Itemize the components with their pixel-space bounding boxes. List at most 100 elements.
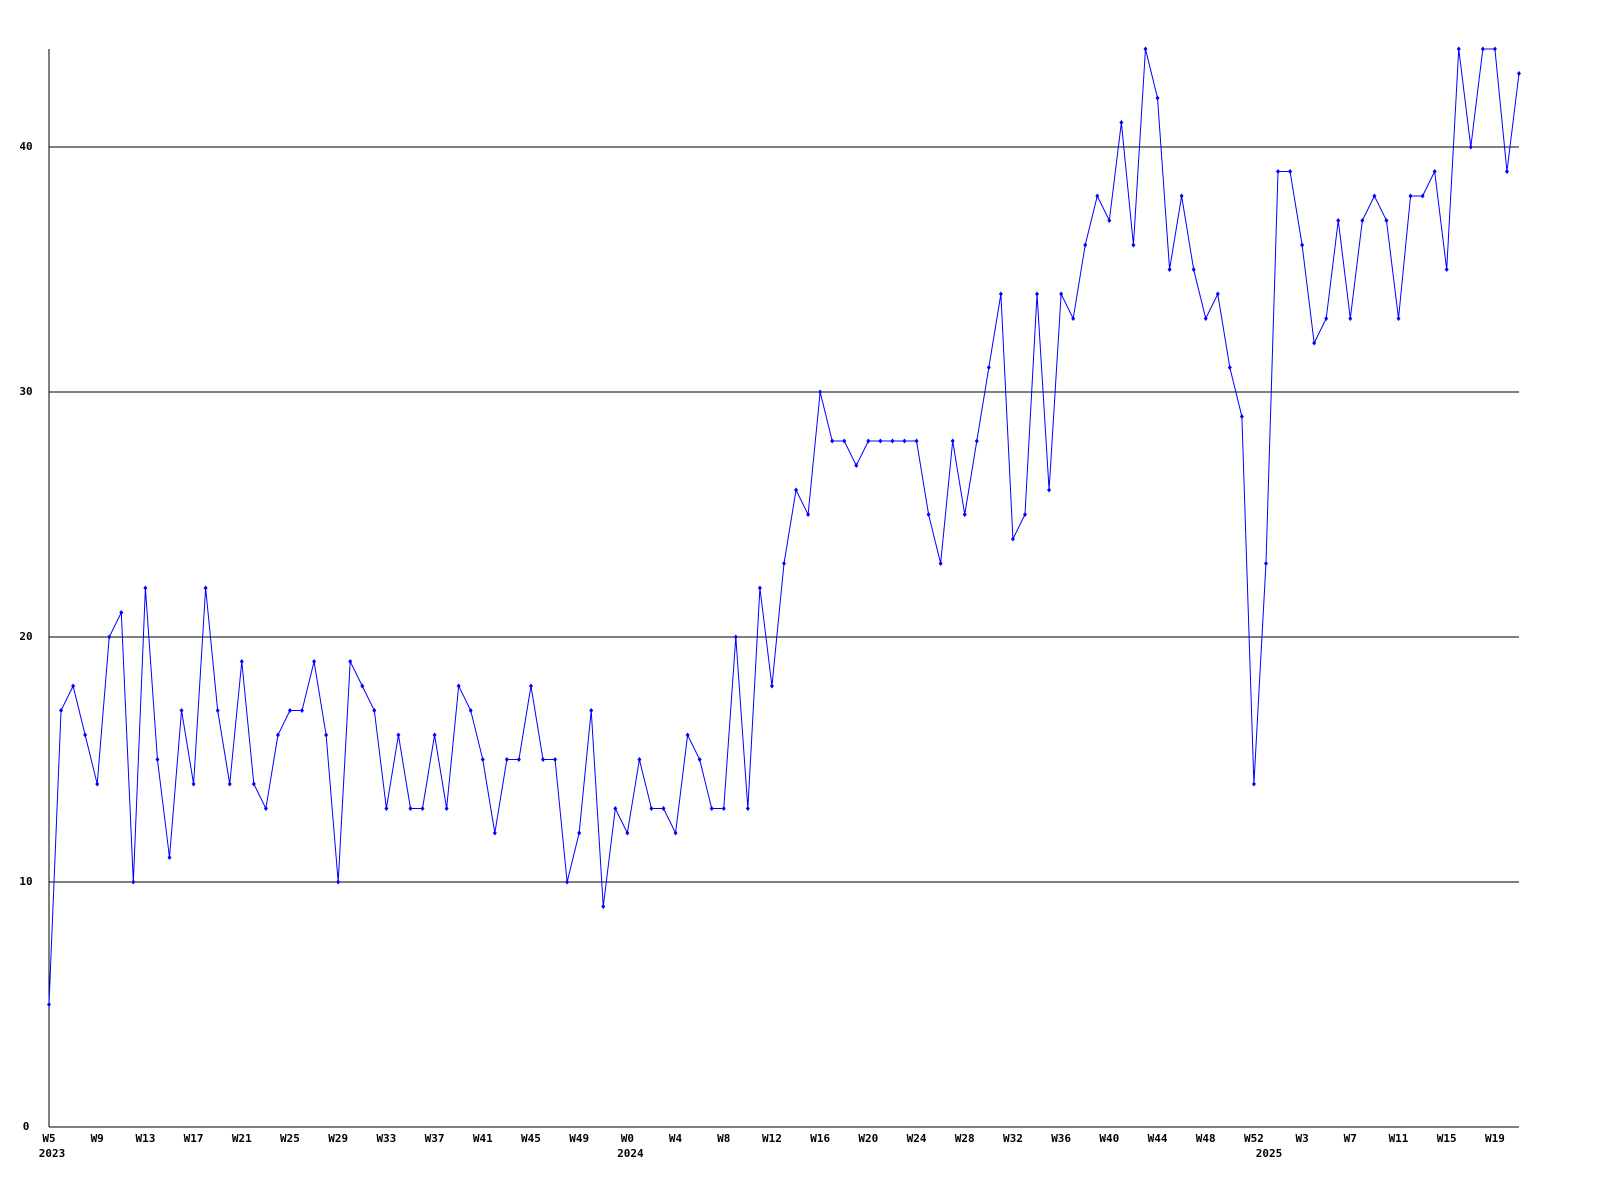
data-point [1083, 242, 1088, 248]
data-point [553, 757, 558, 762]
data-point [613, 806, 618, 811]
data-point [1251, 781, 1256, 787]
x-tick-label: W4 [669, 1132, 683, 1145]
x-year-label: 2023 [39, 1147, 66, 1160]
data-point [1179, 193, 1184, 199]
data-point [155, 757, 160, 762]
data-point [637, 757, 642, 762]
data-point [492, 830, 497, 836]
x-tick-label: W24 [907, 1132, 927, 1145]
x-tick-label: W45 [521, 1132, 541, 1145]
data-point [227, 781, 232, 787]
data-point [1035, 291, 1040, 297]
data-point [709, 806, 714, 811]
data-point [119, 610, 124, 615]
y-tick-label: 30 [19, 385, 32, 398]
data-point [1312, 340, 1317, 346]
x-tick-label: W5 [42, 1132, 55, 1145]
x-tick-label: W29 [328, 1132, 348, 1145]
data-point [47, 1002, 51, 1007]
data-point [312, 659, 317, 664]
data-point [1203, 316, 1208, 321]
data-point [59, 708, 64, 713]
data-point [842, 438, 847, 444]
data-point [1384, 218, 1389, 223]
x-tick-label: W21 [232, 1132, 252, 1145]
data-point [1492, 46, 1497, 52]
data-point [1504, 169, 1509, 174]
data-point [1300, 242, 1305, 248]
x-tick-label: W25 [280, 1132, 300, 1145]
data-point [215, 708, 220, 713]
data-point [95, 781, 100, 787]
data-point [1119, 120, 1124, 125]
x-tick-label: W40 [1099, 1132, 1119, 1145]
data-point [697, 757, 702, 762]
data-point [565, 879, 570, 885]
data-point [432, 732, 437, 738]
y-tick-label: 10 [19, 875, 32, 888]
data-point [1517, 71, 1521, 76]
data-point [998, 291, 1003, 297]
x-tick-label: W11 [1389, 1132, 1409, 1145]
data-point [300, 708, 305, 713]
data-point [878, 438, 883, 444]
data-point [1215, 291, 1220, 297]
data-point [1155, 95, 1160, 101]
data-point [1408, 193, 1413, 199]
x-tick-label: W20 [858, 1132, 878, 1145]
x-tick-label: W3 [1295, 1132, 1308, 1145]
data-point [649, 806, 654, 811]
data-point [962, 512, 967, 517]
x-tick-label: W13 [135, 1132, 155, 1145]
data-point [1444, 267, 1449, 272]
data-point [480, 757, 485, 762]
data-point [287, 708, 292, 713]
data-point [721, 806, 726, 811]
data-point [782, 561, 786, 566]
data-point [420, 806, 425, 811]
data-point [408, 806, 413, 811]
x-tick-label: W32 [1003, 1132, 1023, 1145]
data-point [504, 757, 509, 762]
data-point [1047, 487, 1052, 493]
data-point [468, 708, 473, 713]
data-point [866, 438, 871, 444]
data-point [1432, 169, 1437, 174]
data-point [251, 781, 256, 787]
data-point [516, 757, 521, 762]
x-tick-label: W9 [91, 1132, 104, 1145]
data-point [1227, 365, 1232, 370]
data-point [1468, 144, 1473, 150]
y-tick-label: 40 [19, 140, 32, 153]
data-point [360, 683, 365, 689]
x-tick-label: W33 [376, 1132, 396, 1145]
data-point [179, 708, 184, 713]
data-point [661, 806, 666, 811]
x-tick-label: W36 [1051, 1132, 1071, 1145]
x-tick-label: W52 [1244, 1132, 1264, 1145]
data-point [914, 438, 919, 444]
data-point [818, 389, 823, 395]
data-point [890, 438, 895, 444]
data-point [950, 438, 955, 444]
data-point [673, 830, 678, 836]
data-point [830, 438, 835, 444]
data-point [1263, 561, 1268, 566]
data-point [275, 732, 280, 738]
x-tick-label: W19 [1485, 1132, 1505, 1145]
x-tick-label: W16 [810, 1132, 830, 1145]
data-point [444, 806, 449, 811]
data-point [143, 585, 148, 591]
data-point [456, 683, 461, 689]
data-point [1480, 46, 1485, 52]
x-tick-label: W49 [569, 1132, 589, 1145]
x-tick-label: W48 [1196, 1132, 1216, 1145]
data-point [1276, 169, 1281, 174]
data-point [541, 757, 546, 762]
data-point [1107, 218, 1112, 223]
x-tick-label: W15 [1437, 1132, 1457, 1145]
data-point [83, 732, 88, 738]
data-point [1360, 218, 1365, 223]
data-point [1071, 316, 1076, 321]
